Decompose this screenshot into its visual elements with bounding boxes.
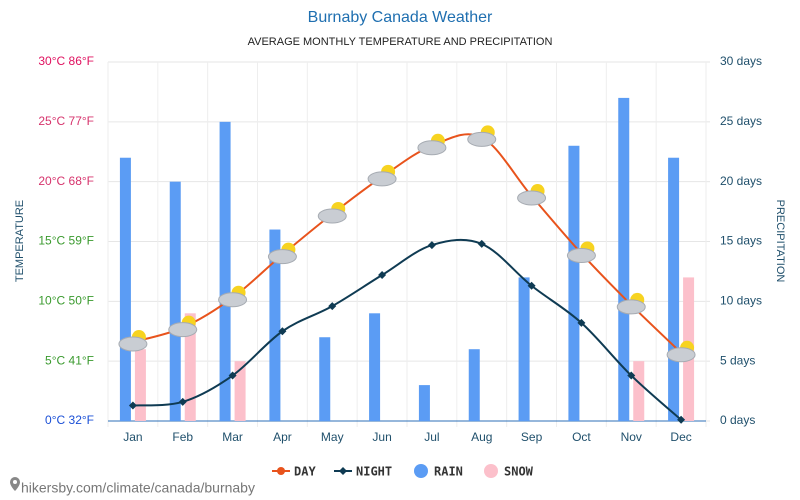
point: [378, 271, 387, 280]
weather-icon: [118, 330, 148, 352]
x-tick-label: Jun: [372, 430, 391, 444]
y-tick-label: 30°C 86°F: [38, 54, 94, 68]
cloud: [517, 190, 547, 206]
point: [228, 371, 237, 380]
cloud: [666, 347, 696, 363]
bar: [319, 337, 331, 421]
bar: [418, 385, 430, 421]
chart-subtitle: AVERAGE MONTHLY TEMPERATURE AND PRECIPIT…: [248, 36, 553, 48]
bar: [633, 361, 645, 421]
x-tick-label: May: [321, 430, 344, 444]
y2-axis-label: PRECIPITATION: [774, 200, 786, 283]
y2-tick-label: 15 days: [720, 234, 762, 248]
legend-swatch: [414, 464, 428, 478]
point: [328, 302, 337, 311]
x-tick-label: Oct: [572, 430, 591, 444]
y-tick-label: 10°C 50°F: [38, 294, 94, 308]
y-tick-label: 20°C 68°F: [38, 174, 94, 188]
weather-icon: [666, 340, 696, 363]
weather-icon: [218, 285, 248, 308]
point: [577, 318, 586, 327]
weather-icon: [566, 241, 596, 263]
y2-tick-label: 0 days: [720, 413, 755, 427]
cloud: [616, 299, 646, 315]
x-tick-label: Nov: [621, 430, 642, 444]
legend-marker: [277, 467, 285, 475]
footer: hikersby.com/climate/canada/burnaby: [10, 477, 255, 496]
cloud: [168, 322, 198, 338]
bar: [668, 157, 680, 421]
weather-icon: [417, 133, 447, 156]
legend-label: DAY: [294, 465, 316, 479]
weather-icon: [317, 201, 347, 224]
point: [427, 241, 436, 250]
point: [527, 281, 536, 290]
y2-tick-label: 20 days: [720, 174, 762, 188]
weather-icon: [616, 292, 646, 315]
cloud: [566, 247, 596, 263]
x-tick-label: Jul: [424, 430, 439, 444]
legend-swatch: [484, 464, 498, 478]
y-axis-label: TEMPERATURE: [14, 200, 26, 282]
bar: [134, 349, 146, 421]
weather-icon: [367, 164, 397, 187]
weather-icon: [267, 242, 297, 265]
pin-hole: [13, 480, 17, 484]
bar: [568, 145, 580, 421]
y-tick-label: 15°C 59°F: [38, 234, 94, 248]
bar: [184, 313, 196, 421]
legend-marker: [339, 467, 347, 475]
legend-label: SNOW: [504, 465, 534, 479]
cloud: [417, 140, 447, 156]
bar: [234, 361, 246, 421]
x-tick-label: Feb: [172, 430, 193, 444]
cloud: [367, 171, 397, 187]
bar: [219, 121, 231, 421]
y2-tick-label: 30 days: [720, 54, 762, 68]
bar: [269, 229, 281, 421]
y-tick-label: 25°C 77°F: [38, 114, 94, 128]
legend-label: NIGHT: [356, 465, 392, 479]
y-tick-label: 5°C 41°F: [45, 353, 94, 367]
bar: [169, 181, 181, 421]
y2-tick-label: 25 days: [720, 114, 762, 128]
cloud: [467, 131, 497, 147]
weather-icon: [168, 315, 198, 338]
point: [278, 327, 287, 336]
bar: [518, 277, 530, 421]
x-tick-label: Mar: [222, 430, 243, 444]
bar: [618, 97, 630, 422]
cloud: [118, 336, 148, 352]
x-tick-label: Apr: [273, 430, 292, 444]
footer-text: hikersby.com/climate/canada/burnaby: [21, 480, 255, 496]
bar: [369, 313, 381, 421]
point: [677, 415, 686, 424]
legend-label: RAIN: [434, 465, 463, 479]
chart-title: Burnaby Canada Weather: [308, 9, 493, 26]
bar: [119, 157, 131, 421]
x-tick-label: Aug: [471, 430, 492, 444]
cloud: [317, 208, 347, 224]
y2-tick-label: 5 days: [720, 353, 755, 367]
bar: [468, 349, 480, 421]
x-tick-label: Jan: [123, 430, 142, 444]
cloud: [218, 292, 248, 308]
point: [627, 371, 636, 380]
x-tick-label: Sep: [521, 430, 543, 444]
point: [128, 401, 137, 410]
y2-tick-label: 10 days: [720, 294, 762, 308]
x-tick-label: Dec: [670, 430, 691, 444]
y-tick-label: 0°C 32°F: [45, 413, 94, 427]
weather-icon: [517, 184, 547, 206]
point: [178, 397, 187, 406]
point: [477, 239, 486, 248]
cloud: [267, 249, 297, 265]
weather-icon: [467, 125, 497, 147]
